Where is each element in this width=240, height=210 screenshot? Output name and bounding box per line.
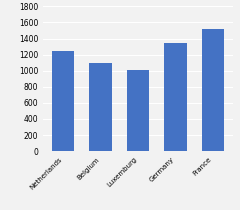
Bar [164, 43, 187, 151]
Bar [202, 29, 224, 151]
Bar [52, 51, 74, 151]
Bar [127, 70, 149, 151]
Bar [89, 63, 112, 151]
